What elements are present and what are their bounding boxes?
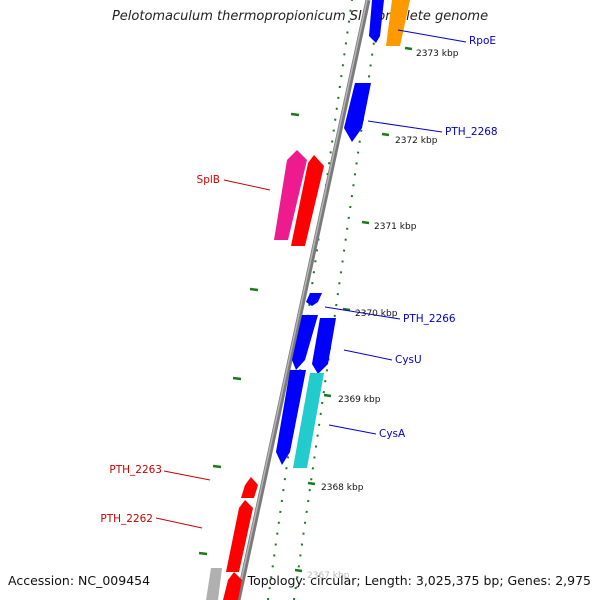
major-tick bbox=[404, 46, 413, 51]
topology-text: Topology: circular; Length: 3,025,375 bp… bbox=[247, 573, 591, 588]
gene-pth2268[interactable] bbox=[344, 83, 371, 142]
major-tick bbox=[323, 393, 332, 398]
leader-rpoE bbox=[397, 29, 467, 43]
inner-tick-track bbox=[267, 0, 353, 600]
major-tick bbox=[307, 481, 316, 486]
scale-label-2367: 2367 kbp bbox=[307, 571, 350, 581]
major-tick bbox=[361, 220, 370, 225]
scale-label-2368: 2368 kbp bbox=[321, 483, 364, 493]
gene-bottom-gray[interactable] bbox=[206, 568, 222, 600]
gene-label-pth2266[interactable]: PTH_2266 bbox=[403, 313, 456, 325]
gene-splB[interactable] bbox=[291, 155, 324, 246]
major-tick bbox=[381, 132, 390, 137]
major-tick bbox=[212, 464, 222, 469]
gene-label-cysU[interactable]: CysU bbox=[395, 354, 422, 366]
genome-backbone-highlight bbox=[236, 0, 368, 600]
gene-cysU-upstream[interactable] bbox=[292, 315, 318, 370]
scale-label-2372: 2372 kbp bbox=[395, 136, 438, 146]
gene-cysU[interactable] bbox=[312, 318, 336, 374]
gene-label-pth2262[interactable]: PTH_2262 bbox=[100, 513, 153, 525]
gene-label-rpoE[interactable]: RpoE bbox=[469, 35, 496, 47]
major-tick bbox=[198, 551, 208, 556]
leader-pth2266 bbox=[324, 306, 401, 320]
gene-cysA[interactable] bbox=[293, 373, 324, 468]
gene-rpoE-neighbor[interactable] bbox=[369, 0, 384, 43]
major-tick bbox=[232, 376, 242, 381]
gene-bottom-red[interactable] bbox=[223, 572, 242, 600]
gene-label-pth2263[interactable]: PTH_2263 bbox=[109, 464, 162, 476]
gene-splB-pink[interactable] bbox=[274, 150, 307, 240]
major-tick bbox=[290, 112, 300, 117]
gene-pth2266[interactable] bbox=[306, 293, 322, 306]
leader-splB bbox=[223, 179, 271, 191]
leader-cysA bbox=[328, 424, 377, 435]
leader-pth2268 bbox=[367, 120, 443, 133]
major-ticks bbox=[198, 46, 413, 573]
scale-label-2369: 2369 kbp bbox=[338, 395, 381, 405]
scale-label-2371: 2371 kbp bbox=[374, 222, 417, 232]
leader-cysU bbox=[343, 349, 393, 361]
accession-text: Accession: NC_009454 bbox=[8, 573, 151, 588]
gene-rpoE[interactable] bbox=[386, 0, 410, 46]
gene-label-cysA[interactable]: CysA bbox=[379, 428, 406, 440]
genome-backbone bbox=[235, 0, 371, 600]
major-tick bbox=[342, 307, 351, 312]
gene-pth2262[interactable] bbox=[226, 500, 253, 572]
gene-label-pth2268[interactable]: PTH_2268 bbox=[445, 126, 498, 138]
major-tick bbox=[249, 287, 259, 292]
gene-cysA-partner[interactable] bbox=[276, 370, 306, 465]
leader-pth2262 bbox=[155, 517, 203, 529]
major-tick bbox=[294, 568, 303, 573]
scale-label-2373: 2373 kbp bbox=[416, 49, 459, 59]
scale-label-2370: 2370 kbp bbox=[355, 309, 398, 319]
gene-pth2263[interactable] bbox=[241, 477, 258, 498]
leader-pth2263 bbox=[163, 470, 211, 481]
gene-label-splB[interactable]: SplB bbox=[197, 174, 220, 186]
